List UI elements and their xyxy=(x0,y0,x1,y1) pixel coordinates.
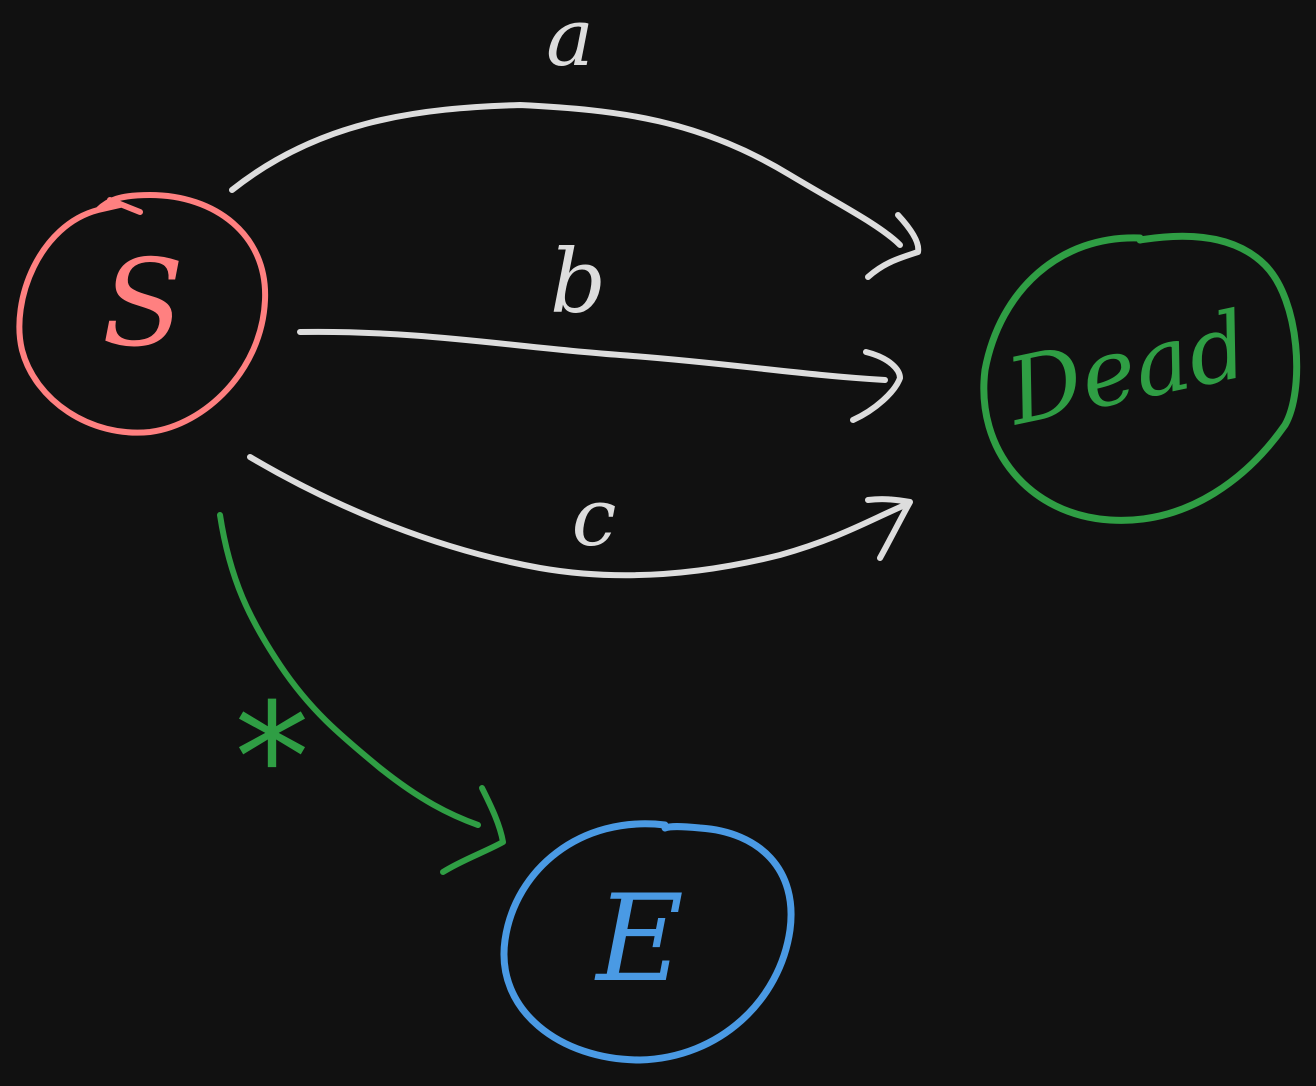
edge-a-arrowhead xyxy=(865,212,922,280)
edge-c-line xyxy=(247,454,908,579)
edge-b-line xyxy=(297,328,888,383)
edge-star-arrowhead xyxy=(440,785,506,875)
edge-b: b xyxy=(297,230,903,423)
state-s-label: S xyxy=(102,235,184,374)
state-e: E xyxy=(500,820,795,1064)
state-dead: Dead xyxy=(980,232,1301,524)
edge-a-label: a xyxy=(546,0,594,84)
edge-c-arrowhead xyxy=(865,496,913,561)
edge-star: * xyxy=(217,512,506,875)
edge-a-line xyxy=(229,101,903,248)
state-e-circle xyxy=(500,820,795,1064)
edge-b-arrowhead xyxy=(850,349,903,423)
edge-c-label: c xyxy=(572,471,617,564)
edge-b-label: b xyxy=(550,230,606,333)
state-dead-circle xyxy=(980,232,1301,524)
edge-a: a xyxy=(229,0,922,280)
state-e-label: E xyxy=(594,870,684,1009)
edge-c: c xyxy=(247,454,913,579)
state-dead-label: Dead xyxy=(996,291,1257,446)
edge-star-line xyxy=(217,512,481,828)
state-s-circle xyxy=(16,192,269,436)
state-s: S xyxy=(16,192,269,436)
edge-star-label: * xyxy=(235,672,310,846)
